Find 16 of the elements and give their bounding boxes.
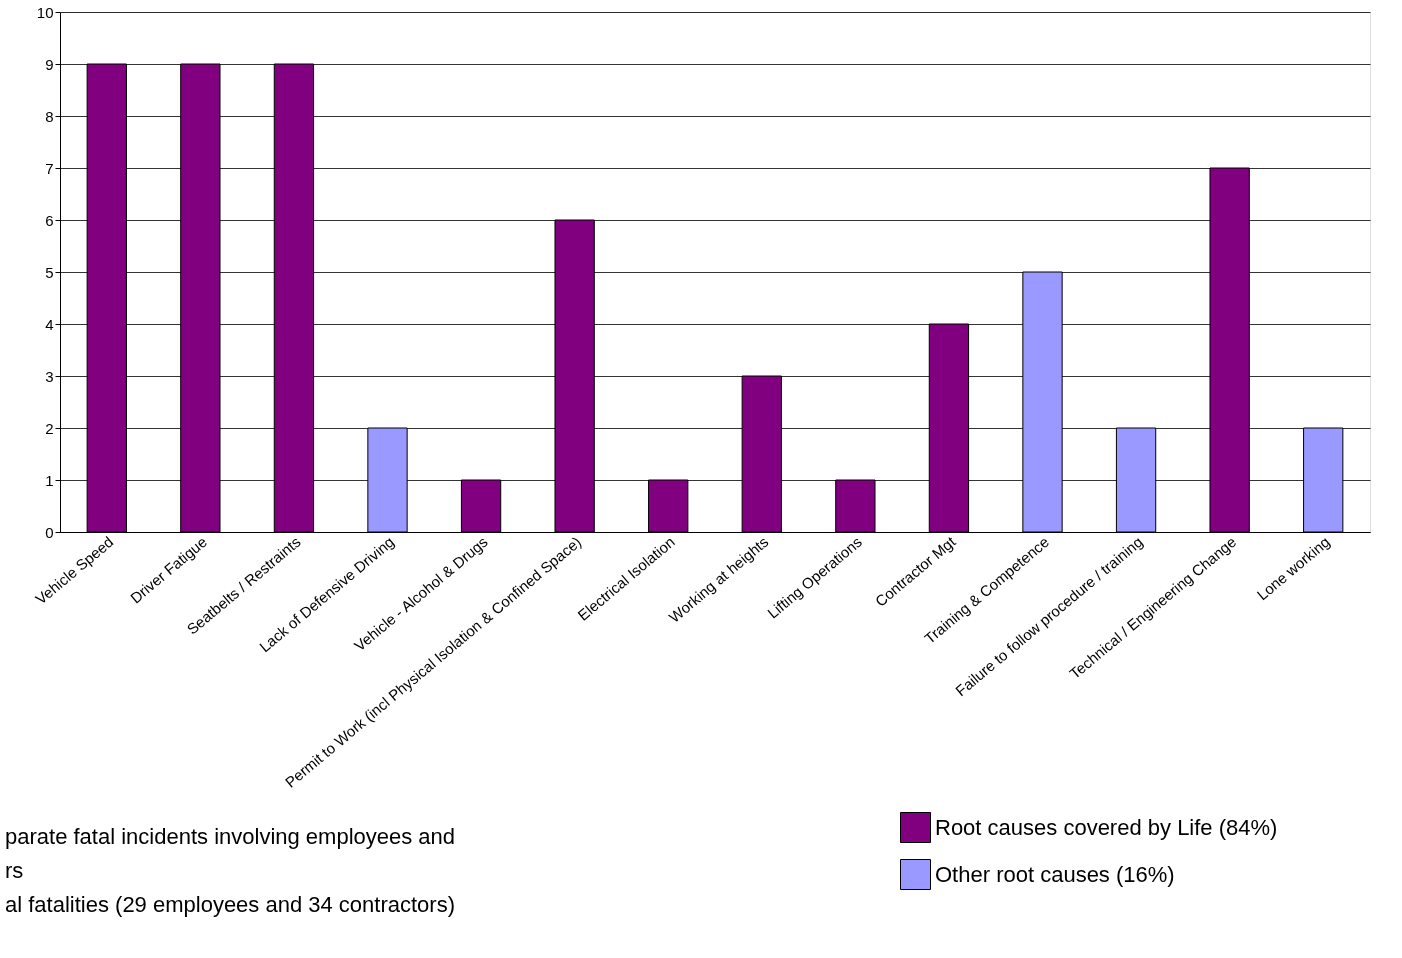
y-tick-label: 8 — [45, 107, 54, 125]
y-tick-label: 7 — [45, 159, 54, 177]
text: rs — [5, 858, 24, 883]
y-tick-label: 4 — [45, 315, 54, 333]
y-tick-label: 3 — [45, 367, 54, 385]
legend-label: Other root causes (16%) — [935, 861, 1175, 887]
y-tick-label: 0 — [45, 523, 54, 541]
y-tick-label: 9 — [45, 55, 54, 73]
y-tick-label: 2 — [45, 419, 54, 437]
text: al fatalities (29 employees and 34 contractors) — [5, 892, 456, 917]
y-tick-label: 1 — [45, 471, 54, 489]
y-tick-label: 6 — [45, 211, 54, 229]
y-tick-label: 10 — [36, 3, 54, 21]
legend-label: Root causes covered by Life (84%) — [935, 814, 1278, 840]
y-tick-label: 5 — [45, 263, 54, 281]
text: parate fatal incidents involving employees and — [5, 824, 456, 849]
